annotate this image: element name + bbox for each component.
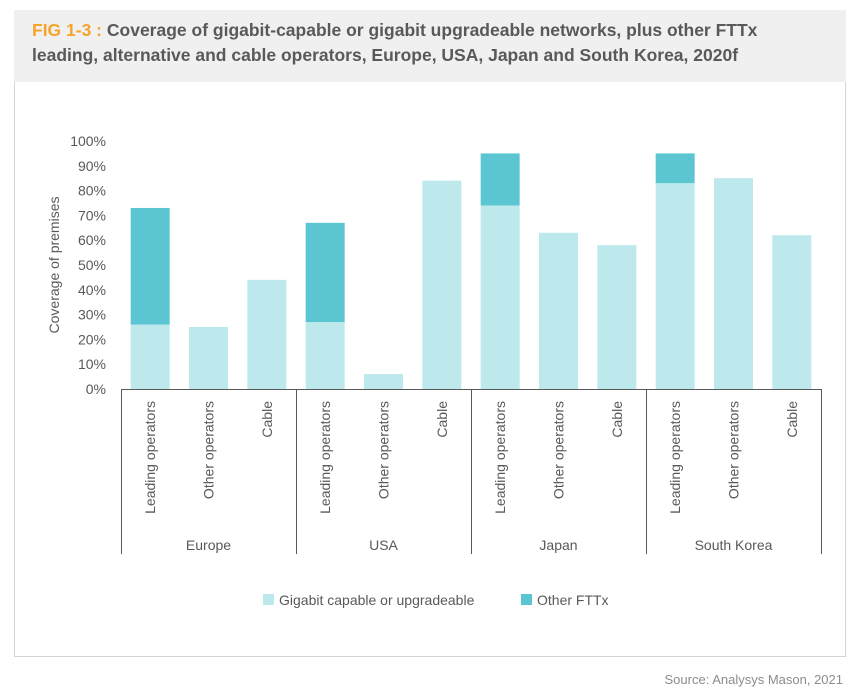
bar-other-fttx: [305, 222, 345, 323]
chart-title: FIG 1-3 : Coverage of gigabit-capable or…: [32, 18, 846, 68]
y-tick-label: 50%: [78, 257, 106, 273]
y-tick-label: 100%: [70, 133, 106, 149]
group-label: Japan: [539, 537, 577, 553]
bar-gigabit: [655, 183, 695, 389]
y-tick-label: 80%: [78, 183, 106, 199]
y-tick-label: 60%: [78, 232, 106, 248]
y-tick-label: 10%: [78, 356, 106, 372]
x-tick-label: Leading operators: [667, 401, 683, 514]
group-label: Europe: [186, 537, 231, 553]
legend-swatch: [263, 594, 274, 605]
x-tick-label: Cable: [609, 401, 625, 438]
x-tick-label: Other operators: [726, 401, 742, 499]
x-tick-label: Cable: [434, 401, 450, 438]
y-tick-label: 0%: [86, 381, 106, 397]
bar-gigabit: [597, 245, 637, 389]
bar-gigabit: [247, 279, 287, 389]
bar-other-fttx: [130, 207, 170, 325]
x-tick-label: Cable: [259, 401, 275, 438]
stacked-bar-chart: 0% 10% 20% 30% 40% 50% 60% 70% 80% 90% 100% Coverag…: [46, 133, 822, 608]
x-tick-label: Other operators: [376, 401, 392, 499]
bar-gigabit: [539, 232, 578, 389]
bar-gigabit: [305, 322, 345, 389]
y-tick-label: 30%: [78, 307, 106, 323]
bar-gigabit: [772, 235, 812, 389]
bar-gigabit: [364, 374, 403, 389]
bar-gigabit: [189, 327, 228, 389]
y-axis-label: Coverage of premises: [46, 197, 62, 334]
legend-label: Other FTTx: [537, 592, 609, 608]
legend-label: Gigabit capable or upgradeable: [279, 592, 475, 608]
bar-gigabit: [480, 205, 520, 389]
group-label: South Korea: [695, 537, 773, 553]
bar-other-fttx: [655, 153, 695, 184]
group-label: USA: [369, 537, 398, 553]
x-tick-label: Leading operators: [492, 401, 508, 514]
x-tick-label: Leading operators: [317, 401, 333, 514]
source-note: Source: Analysys Mason, 2021: [664, 672, 844, 687]
chart-frame: [14, 82, 846, 657]
bar-gigabit: [422, 180, 462, 389]
x-tick-label: Other operators: [201, 401, 217, 499]
y-tick-label: 40%: [78, 282, 106, 298]
title-line-1: Coverage of gigabit-capable or gigabit u…: [106, 20, 758, 40]
x-tick-label: Cable: [784, 401, 800, 438]
y-tick-label: 70%: [78, 207, 106, 223]
bar-gigabit: [714, 178, 753, 389]
bar-gigabit: [130, 324, 170, 389]
x-tick-label: Other operators: [551, 401, 567, 499]
x-tick-label: Leading operators: [142, 401, 158, 514]
title-line-2: leading, alternative and cable operators…: [32, 45, 739, 65]
title-banner: FIG 1-3 : Coverage of gigabit-capable or…: [14, 10, 846, 82]
bar-other-fttx: [480, 153, 520, 206]
y-tick-label: 90%: [78, 158, 106, 174]
legend-swatch: [521, 594, 532, 605]
figure-label: FIG 1-3 :: [32, 20, 103, 40]
y-tick-label: 20%: [78, 331, 106, 347]
